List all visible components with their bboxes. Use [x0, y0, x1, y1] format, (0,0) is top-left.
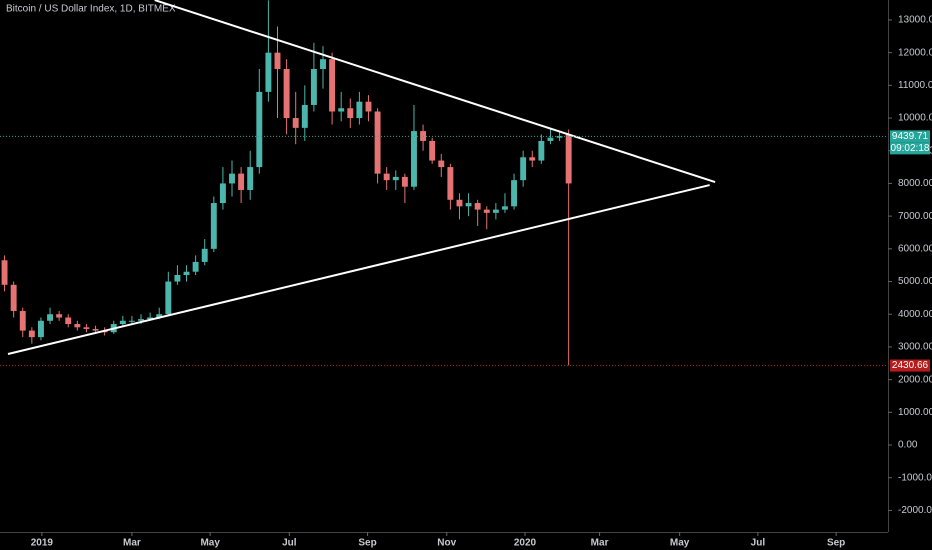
x-tick-label: 2020 — [514, 538, 537, 549]
candle-body — [374, 111, 381, 174]
candle-body — [229, 173, 235, 184]
x-tick-label: Mar — [591, 538, 609, 549]
y-tick-label: 5000.00 — [898, 276, 932, 287]
candle-body — [192, 261, 199, 272]
y-tick-label: 8000.00 — [898, 178, 932, 189]
x-tick-label: Jul — [751, 538, 766, 549]
chart-title: Bitcoin / US Dollar Index, 1D, BITMEX — [6, 4, 176, 15]
x-tick-label: Jul — [282, 538, 297, 549]
candle-body — [156, 314, 163, 318]
candle-body — [247, 167, 254, 190]
candle-body — [283, 68, 290, 119]
candle-body — [502, 206, 508, 210]
candle-body — [392, 176, 399, 181]
candle-body — [65, 317, 72, 325]
candle-body — [138, 319, 144, 321]
y-tick-label: 12000.00 — [898, 47, 932, 58]
y-tick-label: 1000.00 — [898, 407, 932, 418]
candle-body — [411, 131, 417, 187]
candle-body — [74, 324, 81, 328]
candle-body — [210, 203, 217, 249]
price-label: 9439.71 — [892, 131, 929, 142]
y-tick-label: 10000.00 — [898, 113, 932, 124]
candle-body — [92, 328, 99, 331]
candle-body — [347, 108, 354, 119]
price-label: 2430.66 — [892, 360, 929, 371]
y-tick-label: -1000.00 — [898, 472, 932, 483]
x-tick-label: Sep — [827, 538, 845, 549]
candle-body — [10, 284, 17, 311]
candle-body — [147, 317, 154, 320]
candle-body — [119, 320, 126, 325]
countdown-box — [890, 142, 930, 155]
candle-body — [538, 140, 545, 161]
x-tick-label: Sep — [358, 538, 376, 549]
candle-body — [483, 209, 490, 213]
candle-body — [329, 59, 336, 112]
x-tick-label: May — [670, 538, 690, 549]
candle-body — [529, 157, 536, 161]
candle-body — [320, 59, 326, 69]
y-tick-label: -2000.00 — [898, 505, 932, 516]
candle-body — [219, 183, 226, 204]
candle-body — [492, 209, 499, 213]
candle-body — [165, 281, 172, 315]
y-tick-label: 3000.00 — [898, 342, 932, 353]
candle-body — [365, 101, 372, 112]
candle-body — [174, 274, 181, 282]
y-tick-label: 4000.00 — [898, 309, 932, 320]
candle-body — [383, 173, 390, 181]
candle-body — [438, 160, 445, 168]
candle-body — [474, 203, 481, 210]
x-tick-label: Nov — [437, 538, 456, 549]
candle-body — [338, 108, 345, 112]
x-tick-label: May — [200, 538, 220, 549]
trendline — [7, 184, 710, 355]
candle-body — [56, 314, 63, 318]
candle-body — [37, 320, 44, 338]
candle-body — [201, 248, 208, 262]
candle-body — [565, 134, 572, 184]
candle-body — [128, 320, 135, 322]
candle-body — [83, 327, 90, 329]
candle-body — [1, 260, 8, 285]
x-tick-label: Mar — [123, 538, 141, 549]
price-label-box — [890, 359, 930, 372]
candle-body — [292, 118, 299, 128]
candle-body — [265, 52, 272, 92]
candle-body — [556, 136, 563, 138]
candle-body — [520, 157, 527, 181]
y-tick-label: 6000.00 — [898, 243, 932, 254]
candle-body — [310, 68, 317, 105]
candle-body — [447, 167, 454, 200]
candle-body — [401, 176, 408, 187]
candle-body — [183, 271, 190, 275]
candle-body — [456, 199, 463, 207]
candle-body — [28, 330, 35, 338]
candle-body — [356, 101, 363, 119]
y-tick-label: 13000.00 — [898, 15, 932, 26]
candle-body — [238, 173, 245, 190]
candle-body — [19, 310, 26, 331]
y-tick-label: 0.00 — [898, 440, 918, 451]
candle-body — [511, 180, 518, 207]
candle-body — [274, 52, 281, 69]
candle-body — [301, 104, 308, 128]
countdown-label: 09:02:18 — [891, 143, 930, 154]
y-tick-label: 7000.00 — [898, 211, 932, 222]
candle-body — [547, 137, 554, 141]
trendline — [154, 0, 716, 183]
candle-body — [429, 140, 436, 161]
candle-body — [47, 314, 53, 321]
price-label-box — [890, 130, 930, 143]
candle-body — [256, 91, 263, 168]
x-tick-label: 2019 — [31, 538, 54, 549]
y-tick-label: 2000.00 — [898, 374, 932, 385]
candle-body — [465, 203, 472, 207]
y-tick-label: 11000.00 — [898, 80, 932, 91]
